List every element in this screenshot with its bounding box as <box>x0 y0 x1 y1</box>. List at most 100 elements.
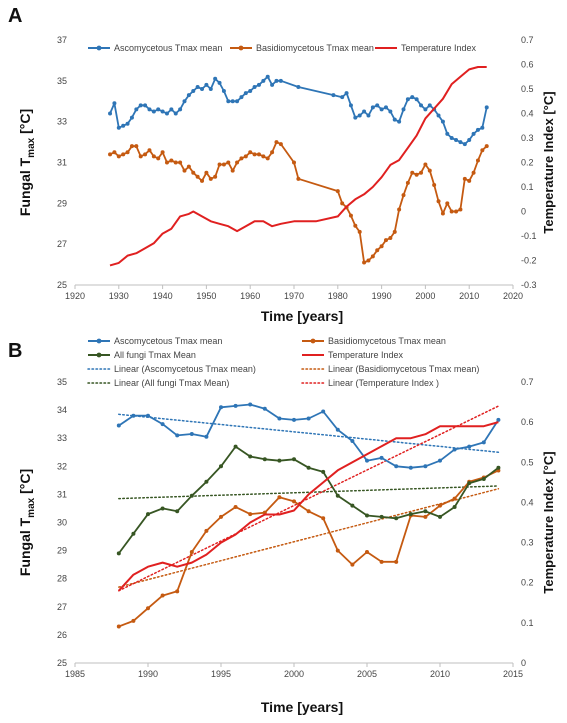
data-point <box>292 417 296 422</box>
data-point <box>484 144 489 149</box>
data-point <box>445 201 450 206</box>
legend-label: All fungi Tmax Mean <box>114 350 196 360</box>
data-point <box>496 417 501 422</box>
data-point <box>445 131 450 136</box>
y-axis-title-sub: max <box>26 137 37 157</box>
data-point <box>357 113 362 118</box>
data-point <box>182 99 187 104</box>
legend-label: Temperature Index <box>401 43 477 53</box>
x-tick-label: 1930 <box>109 291 129 301</box>
data-point <box>405 97 410 102</box>
y2-tick-label: 0.7 <box>521 35 534 45</box>
y2-tick-label: 0.1 <box>521 618 534 628</box>
data-point <box>248 150 253 155</box>
x-tick-label: 1960 <box>240 291 260 301</box>
data-point <box>278 142 283 147</box>
data-point <box>160 150 165 155</box>
data-point <box>350 562 355 567</box>
series-line <box>118 421 499 592</box>
data-point <box>252 152 257 157</box>
data-point <box>204 479 209 484</box>
data-point <box>496 465 501 470</box>
data-point <box>452 447 457 452</box>
data-point <box>108 152 113 157</box>
data-point <box>306 509 311 514</box>
data-point <box>423 162 428 167</box>
data-point <box>321 409 326 414</box>
y-axis-title-unit: [°C] <box>17 469 33 498</box>
data-point <box>296 84 301 89</box>
data-point <box>292 457 296 462</box>
legend-label: Basidiomycetous Tmax mean <box>256 43 374 53</box>
y-axis-title-unit: [°C] <box>17 109 33 138</box>
data-point <box>440 211 445 216</box>
data-point <box>353 115 358 120</box>
data-point <box>129 144 134 149</box>
data-point <box>340 95 345 100</box>
x-tick-label: 1940 <box>153 291 173 301</box>
data-point <box>131 413 136 418</box>
trendline <box>118 485 500 500</box>
data-point <box>270 150 275 155</box>
data-point <box>481 476 486 481</box>
y2-tick-label: -0.1 <box>521 231 537 241</box>
legend-label: Linear (Temperature Index ) <box>328 378 439 388</box>
chart-panel-b: B 1985 1990 1995 2000 2005 2010 2015 25 26 27 28 29 3… <box>8 336 556 715</box>
data-point <box>160 109 165 114</box>
data-point <box>277 416 282 421</box>
data-point <box>248 89 253 94</box>
y2-tick-label: 0 <box>521 207 526 217</box>
data-point <box>365 458 369 463</box>
data-point <box>392 229 397 234</box>
data-point <box>169 158 174 163</box>
y2-tick-label: 0.1 <box>521 182 534 192</box>
data-point <box>121 123 126 128</box>
data-point <box>226 160 231 165</box>
data-point <box>379 559 384 564</box>
legend-item: Temperature Index <box>302 350 404 360</box>
data-point <box>274 140 279 145</box>
y-tick-label: 26 <box>57 630 67 640</box>
data-point <box>252 84 257 89</box>
data-point <box>265 74 270 79</box>
data-point <box>335 548 340 553</box>
x-tick-label: 2010 <box>459 291 479 301</box>
data-point <box>436 199 441 204</box>
legend-marker <box>96 338 102 344</box>
data-point <box>265 156 270 161</box>
data-point <box>233 505 238 510</box>
data-point <box>375 248 380 253</box>
data-point <box>116 423 121 428</box>
data-point <box>200 87 205 91</box>
data-point <box>147 148 152 153</box>
data-point <box>392 117 397 122</box>
data-point <box>438 458 442 463</box>
data-point <box>160 593 165 598</box>
data-point <box>321 516 326 521</box>
data-point <box>256 152 261 157</box>
data-point <box>270 82 275 87</box>
data-point <box>383 105 388 110</box>
legend-label: Linear (All fungi Tmax Mean) <box>114 378 229 388</box>
data-point <box>388 109 393 114</box>
data-point <box>423 464 428 469</box>
data-point <box>278 78 283 83</box>
data-point <box>296 176 301 181</box>
data-point <box>108 111 113 116</box>
data-point <box>394 464 399 469</box>
y-tick-label: 30 <box>57 518 67 528</box>
data-point <box>219 464 223 469</box>
legend-item: Linear (Temperature Index ) <box>301 378 439 388</box>
data-point <box>335 189 340 194</box>
data-point <box>134 107 139 112</box>
data-point <box>151 154 156 159</box>
y2-tick-label: 0.3 <box>521 133 534 143</box>
data-point <box>350 503 355 508</box>
data-point <box>401 107 406 112</box>
data-point <box>217 162 222 167</box>
data-point <box>379 107 384 112</box>
data-point <box>454 209 459 214</box>
x-tick-label: 2015 <box>503 669 523 679</box>
data-point <box>146 413 150 418</box>
panel-letter: A <box>8 5 22 27</box>
